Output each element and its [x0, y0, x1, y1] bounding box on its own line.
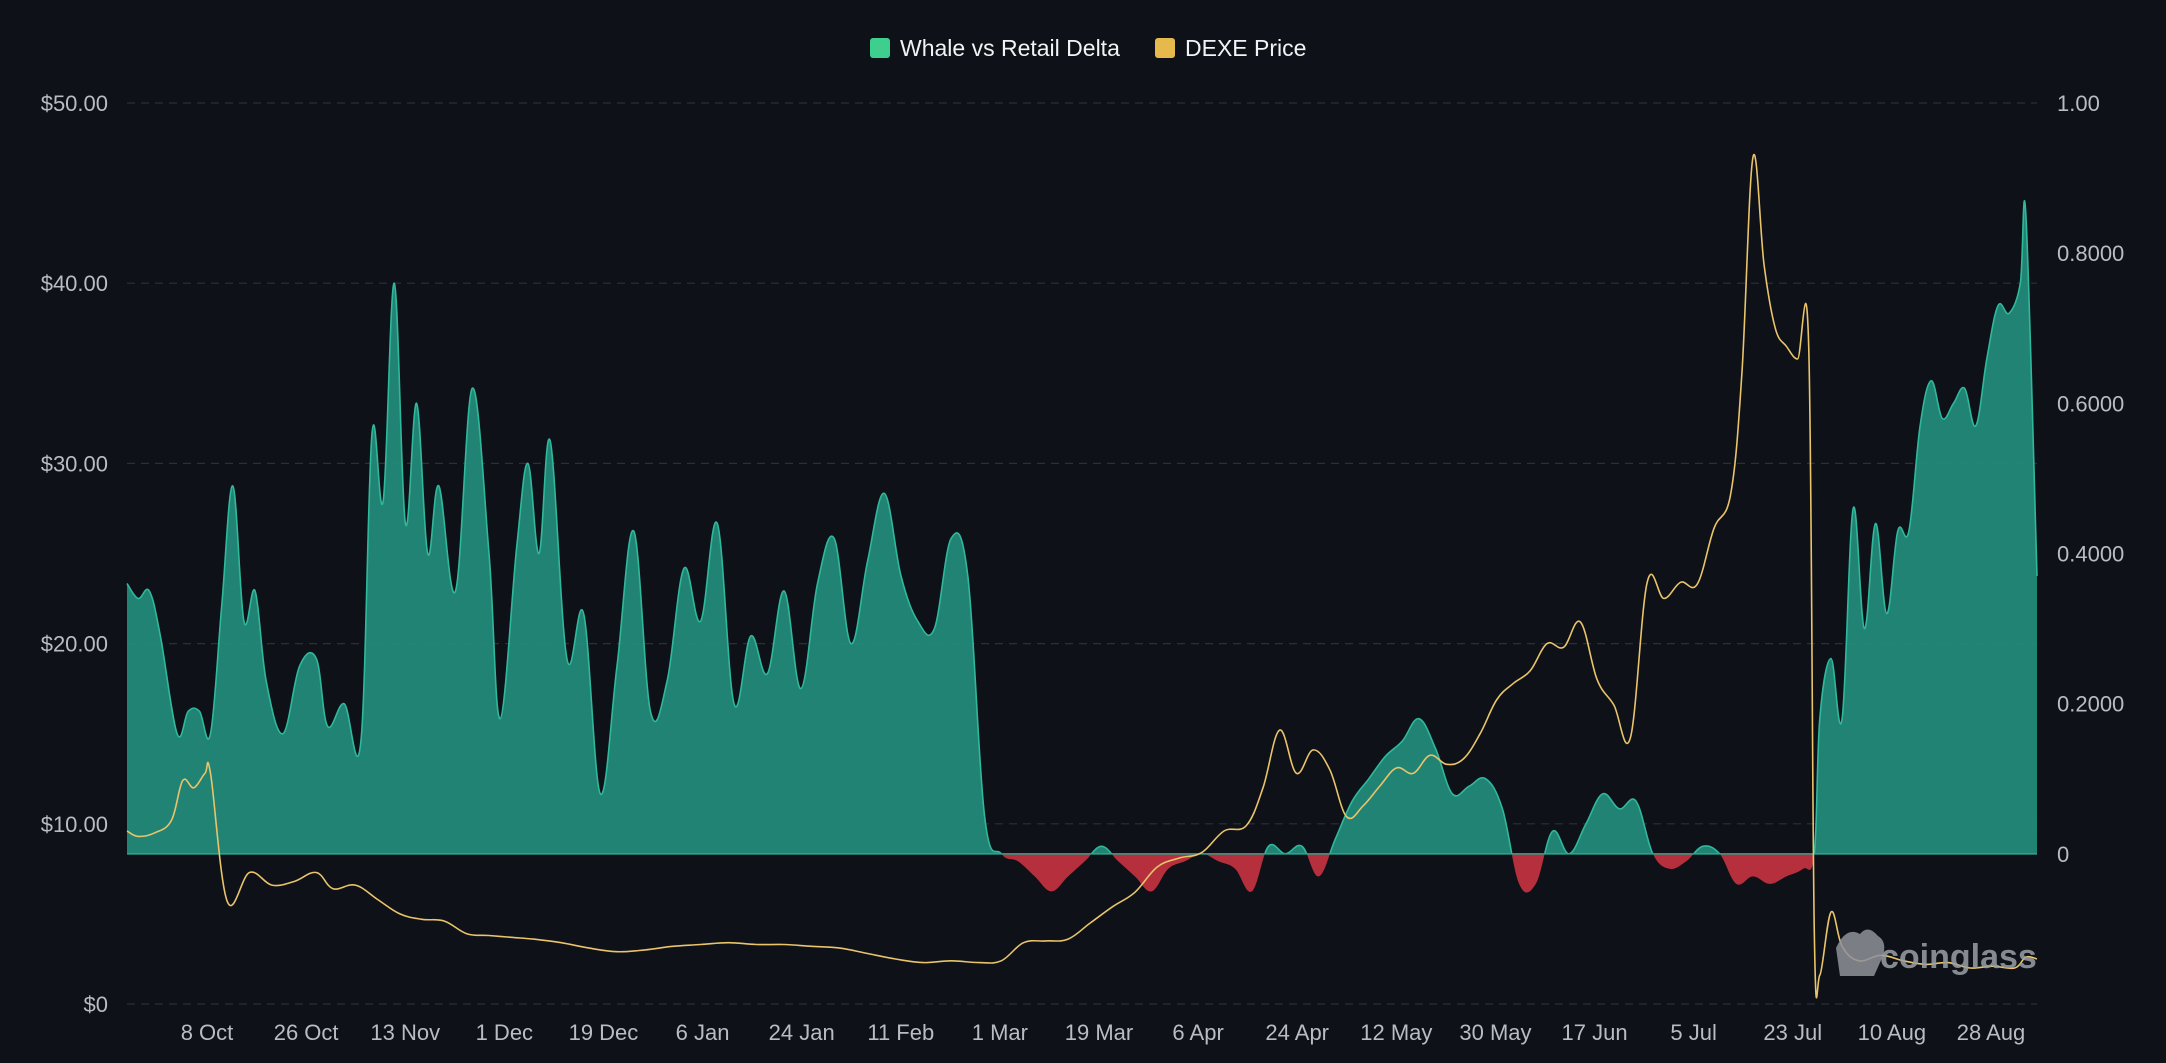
watermark-text: coinglass: [1880, 938, 2037, 976]
price-line: [126, 153, 2038, 999]
right-axis-tick-label: 0.4000: [2057, 542, 2124, 567]
left-axis-tick-label: $20.00: [41, 632, 108, 657]
x-axis-tick-label: 19 Mar: [1065, 1020, 1133, 1045]
x-axis-tick-label: 17 Jun: [1562, 1020, 1628, 1045]
grid-layer: [127, 102, 2037, 1005]
x-axis-tick-label: 28 Aug: [1957, 1020, 2026, 1045]
x-axis-tick-label: 19 Dec: [569, 1020, 639, 1045]
right-axis-tick-label: 0.6000: [2057, 391, 2124, 416]
x-axis-tick-label: 24 Apr: [1265, 1020, 1329, 1045]
x-axis-tick-label: 11 Feb: [867, 1020, 934, 1045]
line-layer: [126, 153, 2038, 999]
legend-swatch: [1155, 38, 1175, 58]
legend-swatch: [870, 38, 890, 58]
area-layer: [126, 199, 2038, 893]
x-axis-tick-label: 5 Jul: [1670, 1020, 1716, 1045]
x-axis-tick-label: 1 Dec: [476, 1020, 533, 1045]
legend-label: Whale vs Retail Delta: [900, 35, 1120, 61]
right-axis-tick-label: 0: [2057, 842, 2069, 867]
legend-label: DEXE Price: [1185, 35, 1306, 61]
x-axis-tick-label: 12 May: [1360, 1020, 1432, 1045]
right-axis-tick-label: 0.8000: [2057, 241, 2124, 266]
coinglass-logo: coinglass: [1836, 929, 2037, 976]
x-axis-tick-label: 26 Oct: [274, 1020, 339, 1045]
left-axis-tick-label: $10.00: [41, 812, 108, 837]
left-axis-tick-label: $40.00: [41, 271, 108, 296]
left-axis-tick-label: $50.00: [41, 91, 108, 116]
delta-area-positive: [127, 200, 2037, 854]
left-axis-tick-label: $0: [84, 992, 108, 1017]
right-axis-tick-label: 0.2000: [2057, 692, 2124, 717]
x-axis-tick-label: 10 Aug: [1858, 1020, 1927, 1045]
coinglass-logo-icon: [1836, 929, 1885, 976]
legend: Whale vs Retail Delta DEXE Price: [870, 35, 1306, 61]
legend-item[interactable]: DEXE Price: [1155, 35, 1306, 61]
right-axis-tick-label: 1.00: [2057, 91, 2100, 116]
watermark: coinglass: [1836, 929, 2037, 976]
delta-area-negative: [1001, 853, 1815, 893]
x-axis-tick-label: 23 Jul: [1763, 1020, 1822, 1045]
axis-layer: $50.00 $40.00 $30.00 $20.00 $10.00 $0 1.00 0.80…: [41, 91, 2125, 1045]
x-axis-tick-label: 8 Oct: [181, 1020, 234, 1045]
x-axis-tick-label: 1 Mar: [972, 1020, 1028, 1045]
x-axis-tick-label: 6 Jan: [676, 1020, 730, 1045]
x-axis-tick-label: 24 Jan: [769, 1020, 835, 1045]
delta-line: [126, 199, 2038, 854]
left-axis-tick-label: $30.00: [41, 451, 108, 476]
x-axis-tick-label: 30 May: [1459, 1020, 1531, 1045]
legend-item[interactable]: Whale vs Retail Delta: [870, 35, 1120, 61]
x-axis-tick-label: 13 Nov: [370, 1020, 440, 1045]
x-axis-tick-label: 6 Apr: [1172, 1020, 1223, 1045]
